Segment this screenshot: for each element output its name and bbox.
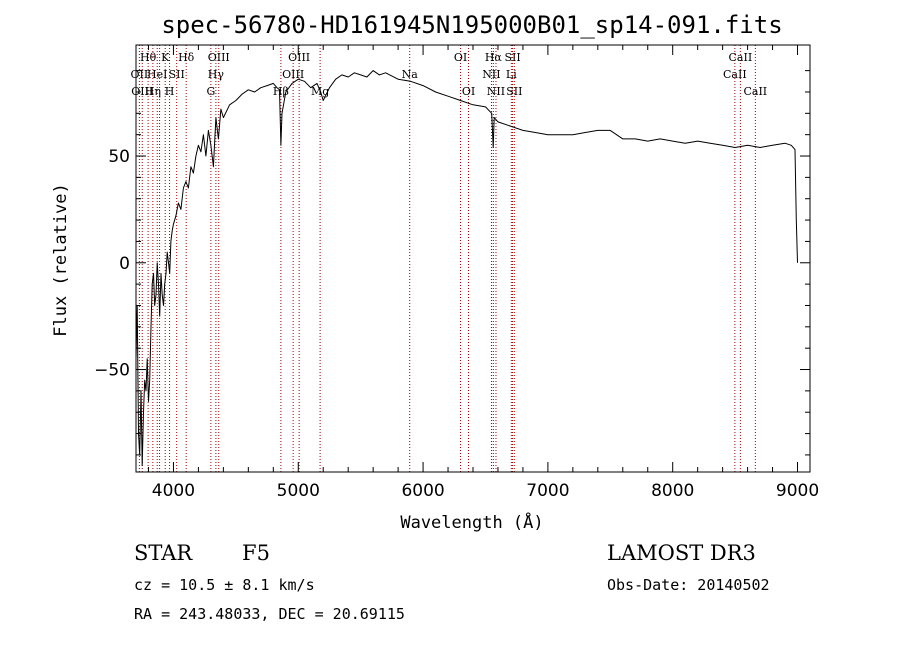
spectral-line-label: Na (402, 68, 419, 81)
plot-frame (135, 44, 811, 473)
spectral-line-labels: OIIOIIIHθHηHeIKHSIIHδGHγOIIIHβOIIIOIIIMg… (131, 51, 768, 98)
spectral-line-label: NII (487, 85, 505, 98)
x-axis-label: Wavelength (Å) (400, 511, 543, 533)
spectral-line-label: OIII (282, 68, 304, 81)
spectral-line-label: Hη (145, 85, 161, 98)
y-tick-label: 50 (108, 147, 130, 167)
coordinates: RA = 243.48033, DEC = 20.69115 (134, 605, 405, 623)
x-tick-label: 9000 (776, 481, 819, 501)
x-axis: 4000 5000 6000 7000 8000 9000 (147, 45, 819, 501)
spectral-line-label: OI (462, 85, 475, 98)
x-tick-label: 6000 (401, 481, 444, 501)
spectral-line-label: Hγ (208, 68, 225, 81)
spectral-line-label: OIII (288, 51, 310, 64)
spectral-line-label: OIII (208, 51, 230, 64)
spectral-line-label: OI (454, 51, 467, 64)
spectral-line-label: Hα (485, 51, 503, 64)
y-axis-label: Flux (relative) (51, 183, 71, 337)
x-tick-label: 8000 (651, 481, 694, 501)
spectral-line-label: OIII (131, 85, 153, 98)
series-line-flux (135, 70, 798, 467)
spectral-line-label: CaII (729, 51, 753, 64)
chart-title: spec-56780-HD161945N195000B01_sp14-091.f… (161, 11, 782, 39)
spectral-line-label: Hθ (140, 51, 157, 64)
spectral-line-label: K (161, 51, 170, 64)
y-axis: −50 0 50 (94, 70, 810, 456)
obs-date: Obs-Date: 20140502 (607, 576, 770, 594)
spectral-line-label: Hδ (178, 51, 195, 64)
spectral-line-markers (138, 45, 756, 472)
object-subclass: F5 (242, 541, 270, 565)
spectral-line-label: H (165, 85, 175, 98)
spectral-line-label: CaII (723, 68, 747, 81)
x-tick-label: 5000 (277, 481, 320, 501)
spectral-line-label: SII (504, 51, 520, 64)
x-tick-label: 4000 (152, 481, 195, 501)
spectral-line-label: HeI (147, 68, 167, 81)
y-tick-label: −50 (94, 361, 130, 381)
spectral-line-label: G (206, 85, 215, 98)
redshift-text: cz = 10.5 ± 8.1 km/s (134, 576, 315, 594)
spectral-line-label: CaII (743, 85, 767, 98)
spectral-line-label: SII (506, 85, 522, 98)
spectral-line-label: NII (482, 68, 500, 81)
y-tick-label: 0 (119, 254, 130, 274)
x-tick-label: 7000 (526, 481, 569, 501)
series-layer (135, 70, 798, 467)
spectral-line-label: Li (506, 68, 517, 81)
survey-name: LAMOST DR3 (607, 541, 756, 565)
spectral-line-label: OII (131, 68, 149, 81)
spectral-line-label: SII (169, 68, 185, 81)
object-class: STAR (134, 541, 193, 565)
